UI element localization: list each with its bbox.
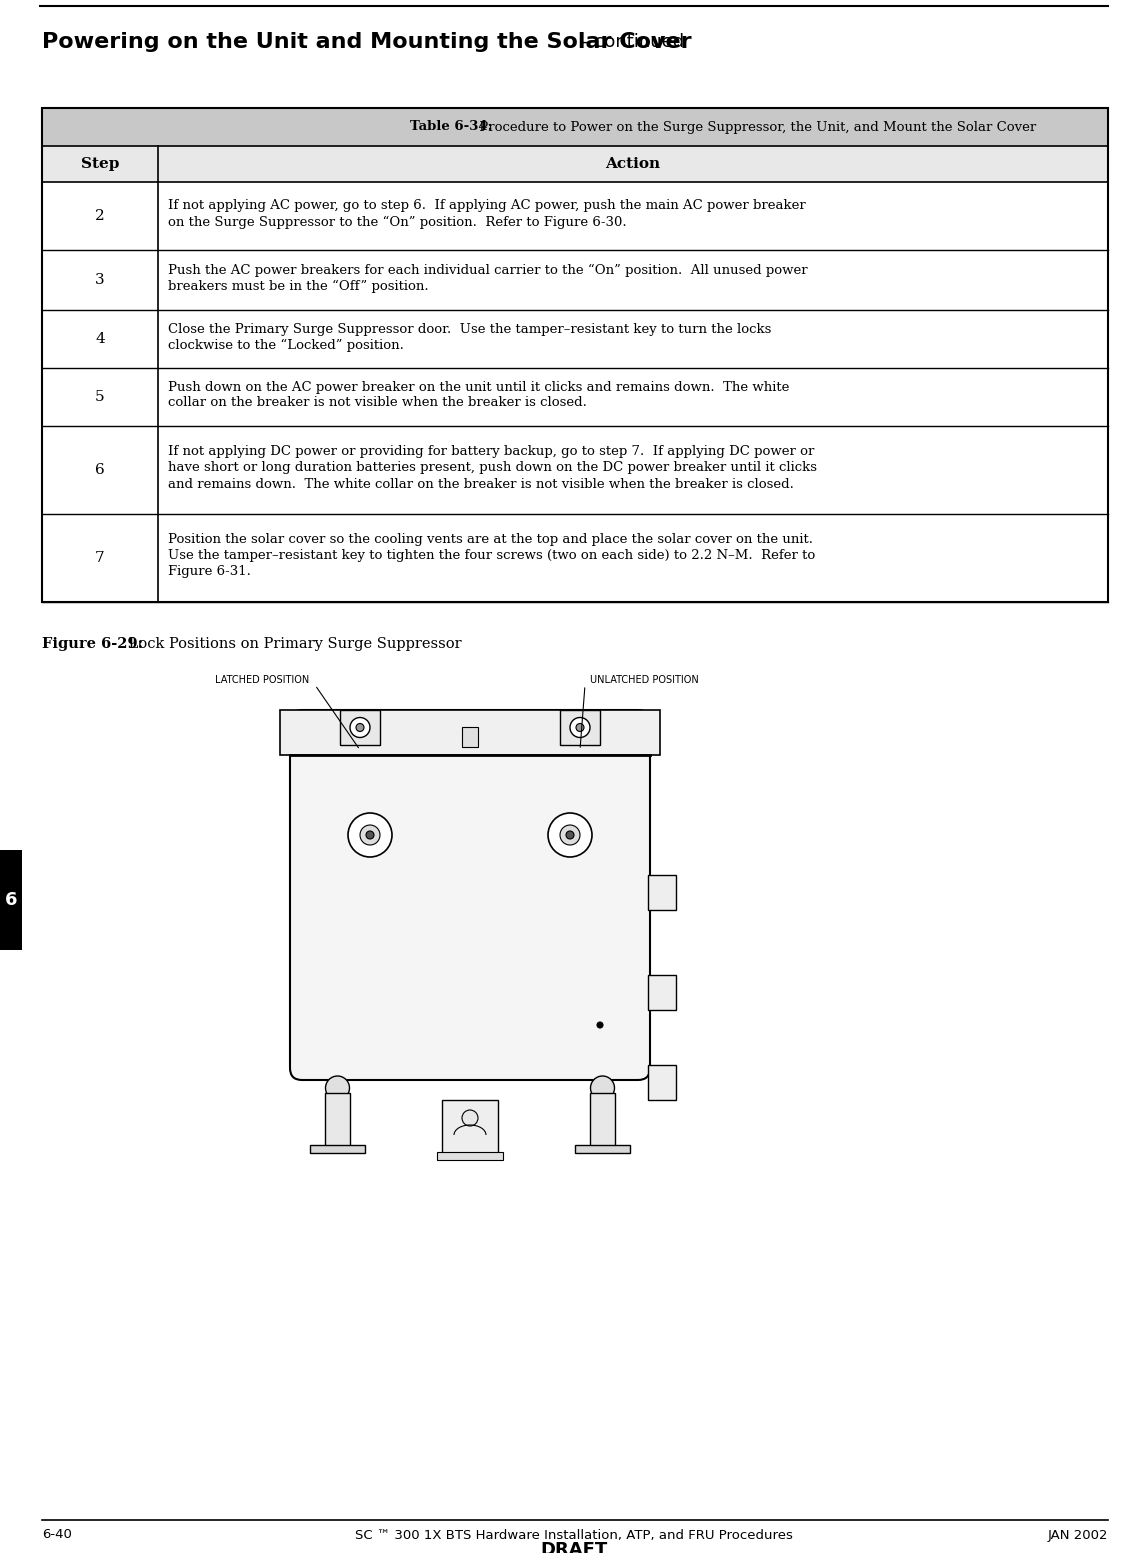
Text: Procedure to Power on the Surge Suppressor, the Unit, and Mount the Solar Cover: Procedure to Power on the Surge Suppress… <box>475 121 1037 134</box>
Circle shape <box>560 825 580 845</box>
Text: 5: 5 <box>95 390 104 404</box>
Text: – continued: – continued <box>574 33 684 51</box>
Circle shape <box>350 717 370 738</box>
Text: Push down on the AC power breaker on the unit until it clicks and remains down. : Push down on the AC power breaker on the… <box>168 380 790 393</box>
Bar <box>647 975 676 1009</box>
Text: 4: 4 <box>95 332 104 346</box>
Circle shape <box>356 724 364 731</box>
Bar <box>647 1065 676 1100</box>
Bar <box>437 1152 503 1160</box>
Circle shape <box>566 831 574 839</box>
Bar <box>590 1093 615 1148</box>
Bar <box>340 710 380 745</box>
Text: JAN 2002: JAN 2002 <box>1047 1528 1108 1542</box>
Bar <box>325 1093 350 1148</box>
Text: clockwise to the “Locked” position.: clockwise to the “Locked” position. <box>168 339 404 351</box>
Bar <box>647 874 676 910</box>
Text: and remains down.  The white collar on the breaker is not visible when the break: and remains down. The white collar on th… <box>168 477 794 491</box>
Text: 7: 7 <box>95 551 104 565</box>
FancyBboxPatch shape <box>290 710 650 1079</box>
Bar <box>42 109 1108 603</box>
Text: 2: 2 <box>95 210 104 224</box>
Circle shape <box>348 814 391 857</box>
Text: breakers must be in the “Off” position.: breakers must be in the “Off” position. <box>168 280 428 292</box>
Circle shape <box>360 825 380 845</box>
Circle shape <box>548 814 592 857</box>
Text: collar on the breaker is not visible when the breaker is closed.: collar on the breaker is not visible whe… <box>168 396 587 410</box>
Bar <box>0 849 22 950</box>
Text: Close the Primary Surge Suppressor door.  Use the tamper–resistant key to turn t: Close the Primary Surge Suppressor door.… <box>168 323 771 335</box>
Bar <box>442 1100 498 1155</box>
Text: LATCHED POSITION: LATCHED POSITION <box>215 676 309 685</box>
Text: Powering on the Unit and Mounting the Solar Cover: Powering on the Unit and Mounting the So… <box>42 33 691 51</box>
Text: Figure 6-29:: Figure 6-29: <box>42 637 144 651</box>
Text: If not applying AC power, go to step 6.  If applying AC power, push the main AC : If not applying AC power, go to step 6. … <box>168 199 806 213</box>
Text: SC ™ 300 1X BTS Hardware Installation, ATP, and FRU Procedures: SC ™ 300 1X BTS Hardware Installation, A… <box>355 1528 793 1542</box>
Text: UNLATCHED POSITION: UNLATCHED POSITION <box>590 676 699 685</box>
Circle shape <box>571 717 590 738</box>
Text: Push the AC power breakers for each individual carrier to the “On” position.  Al: Push the AC power breakers for each indi… <box>168 264 808 276</box>
Text: Position the solar cover so the cooling vents are at the top and place the solar: Position the solar cover so the cooling … <box>168 534 813 547</box>
Bar <box>461 727 478 747</box>
Circle shape <box>576 724 584 731</box>
Bar <box>575 1145 630 1152</box>
Text: 6: 6 <box>95 463 104 477</box>
Circle shape <box>597 1022 603 1028</box>
Text: Lock Positions on Primary Surge Suppressor: Lock Positions on Primary Surge Suppress… <box>124 637 461 651</box>
Text: have short or long duration batteries present, push down on the DC power breaker: have short or long duration batteries pr… <box>168 461 817 475</box>
Text: Step: Step <box>80 157 119 171</box>
Bar <box>42 146 1108 182</box>
Text: 6: 6 <box>5 891 17 909</box>
Circle shape <box>366 831 374 839</box>
Circle shape <box>590 1076 614 1100</box>
Text: 3: 3 <box>95 273 104 287</box>
Bar <box>42 109 1108 603</box>
Text: If not applying DC power or providing for battery backup, go to step 7.  If appl: If not applying DC power or providing fo… <box>168 446 814 458</box>
Bar <box>310 1145 365 1152</box>
Text: Action: Action <box>605 157 660 171</box>
Text: Table 6-34:: Table 6-34: <box>410 121 492 134</box>
Text: 6-40: 6-40 <box>42 1528 72 1542</box>
Bar <box>560 710 600 745</box>
Text: Figure 6-31.: Figure 6-31. <box>168 565 251 579</box>
Bar <box>42 109 1108 146</box>
Text: Use the tamper–resistant key to tighten the four screws (two on each side) to 2.: Use the tamper–resistant key to tighten … <box>168 550 815 562</box>
Text: on the Surge Suppressor to the “On” position.  Refer to Figure 6-30.: on the Surge Suppressor to the “On” posi… <box>168 216 627 228</box>
Circle shape <box>461 1110 478 1126</box>
Circle shape <box>326 1076 349 1100</box>
Bar <box>280 710 660 755</box>
Text: DRAFT: DRAFT <box>541 1541 607 1553</box>
